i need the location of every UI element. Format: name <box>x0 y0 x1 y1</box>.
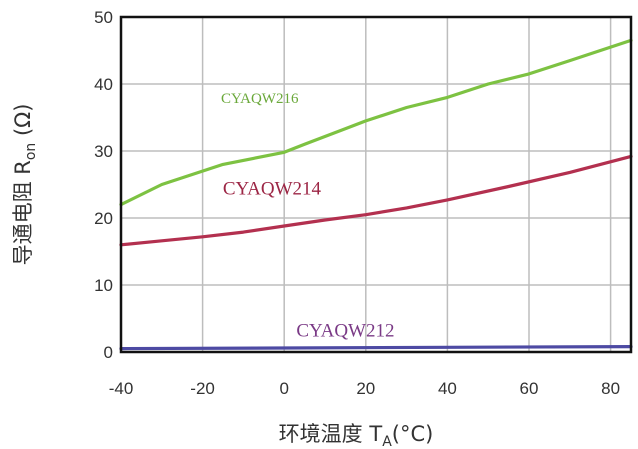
x-axis-title-sub: A <box>382 434 392 449</box>
x-tick-label: 60 <box>520 379 539 398</box>
series-lines <box>119 38 633 351</box>
y-axis-title-main: 导通电阻 R <box>11 160 35 265</box>
series-line-cyaqw216 <box>119 38 633 207</box>
series-line-cyaqw214 <box>119 154 633 247</box>
x-axis-title-tail: (°C) <box>392 422 434 446</box>
x-tick-label: 0 <box>279 379 288 398</box>
y-tick-label: 50 <box>94 8 113 27</box>
y-tick-label: 40 <box>94 75 113 94</box>
x-tick-label: 80 <box>601 379 620 398</box>
y-axis-title: 导通电阻 Ron (Ω) <box>11 104 39 266</box>
y-tick-label: 30 <box>94 142 113 161</box>
x-axis-title-main: 环境温度 T <box>279 422 383 446</box>
series-label-cyaqw214: CYAQW214 <box>223 179 322 200</box>
x-tick-label: -20 <box>190 379 215 398</box>
y-tick-label: 10 <box>94 276 113 295</box>
x-tick-label: 40 <box>438 379 457 398</box>
series-label-cyaqw212: CYAQW212 <box>296 321 394 342</box>
y-tick-label: 20 <box>94 209 113 228</box>
x-tick-label: -40 <box>109 379 134 398</box>
y-axis-title-tail: (Ω) <box>11 104 35 143</box>
x-tick-label: 20 <box>356 379 375 398</box>
x-tick-labels: -40 -20 0 20 40 60 80 <box>109 379 620 398</box>
series-annotations: CYAQW216 CYAQW214 CYAQW212 <box>221 91 395 342</box>
y-tick-label: 0 <box>104 343 113 362</box>
x-axis-title: 环境温度 TA(°C) <box>279 422 434 449</box>
series-label-cyaqw216: CYAQW216 <box>221 91 299 107</box>
plot-frame <box>119 15 633 354</box>
y-tick-labels: 0 10 20 30 40 50 <box>94 8 113 362</box>
series-line-cyaqw212 <box>119 345 633 351</box>
y-axis-title-sub: on <box>23 143 39 160</box>
